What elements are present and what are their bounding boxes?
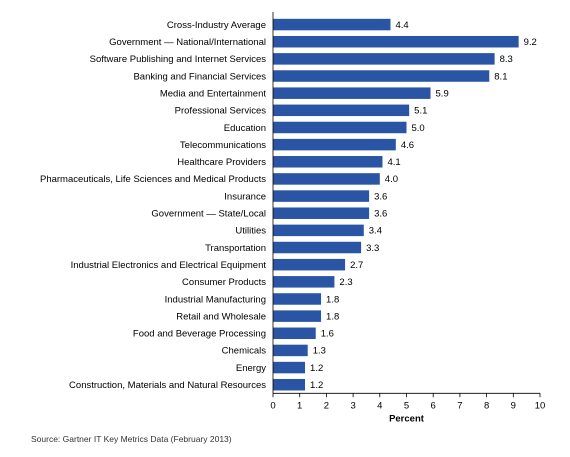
bar [273,361,306,374]
bar-chart: Cross-Industry Average 4.4 Government — Na… [40,12,546,424]
value-label: 3.4 [369,226,382,237]
x-tick-label: 2 [324,400,329,411]
value-label: 8.3 [500,54,513,65]
bar [273,378,306,391]
category-label: Consumer Products [182,277,266,288]
category-label: Chemicals [222,346,267,357]
x-tick-label: 1 [297,400,302,411]
bar [273,156,383,168]
category-label: Insurance [224,191,266,202]
value-label: 1.2 [310,380,323,391]
value-label: 3.3 [366,243,379,254]
category-label: Government — National/International [109,37,266,48]
x-tick-label: 0 [270,400,275,411]
x-tick-label: 7 [457,400,462,411]
value-label: 4.1 [387,157,400,168]
bar [273,35,519,48]
x-axis-title: Percent [389,413,425,424]
bar [273,104,410,117]
x-tick-label: 10 [535,400,546,411]
bar [273,310,322,322]
bar [273,224,364,237]
category-label: Government — State/Local [151,209,266,220]
bar [273,344,308,357]
category-label: Food and Beverage Processing [133,329,266,340]
bar [273,207,370,219]
value-label: 2.3 [339,277,352,288]
bar [273,121,407,134]
category-label: Telecommunications [180,140,266,151]
x-tick-label: 4 [377,400,382,411]
bar [273,87,431,99]
category-label: Education [224,123,266,134]
x-tick-label: 6 [431,400,436,411]
value-label: 8.1 [494,71,507,82]
value-label: 3.6 [374,209,387,220]
value-label: 9.2 [524,37,537,48]
value-label: 1.2 [310,363,323,374]
category-label: Industrial Manufacturing [165,294,266,305]
category-label: Industrial Electronics and Electrical Eq… [71,260,267,271]
value-label: 4.0 [385,174,398,185]
category-label: Cross-Industry Average [167,20,266,31]
value-label: 1.8 [326,311,339,322]
bar [273,276,335,288]
bar [273,293,322,305]
bar [273,258,346,271]
bar [273,327,316,340]
value-label: 4.4 [395,20,408,31]
value-label: 1.3 [313,346,326,357]
category-label: Retail and Wholesale [176,311,266,322]
value-label: 5.9 [436,88,449,99]
x-tick-label: 8 [484,400,489,411]
bar [273,18,391,31]
value-label: 5.1 [414,106,427,117]
category-label: Pharmaceuticals, Life Sciences and Medic… [40,174,266,185]
category-label: Banking and Financial Services [133,71,266,82]
category-label: Healthcare Providers [177,157,266,168]
value-label: 3.6 [374,191,387,202]
bar [273,138,396,151]
value-label: 1.6 [321,329,334,340]
x-tick-label: 9 [511,400,516,411]
category-label: Utilities [235,226,266,237]
category-label: Construction, Materials and Natural Reso… [69,380,266,391]
bar [273,241,362,254]
value-label: 5.0 [412,123,425,134]
value-label: 1.8 [326,294,339,305]
category-label: Energy [236,363,266,374]
bar [273,190,370,202]
value-label: 4.6 [401,140,414,151]
category-label: Professional Services [175,106,267,117]
value-label: 2.7 [350,260,363,271]
x-tick-label: 5 [404,400,409,411]
bar [273,173,380,185]
category-label: Media and Entertainment [160,88,267,99]
bar [273,70,490,82]
x-tick-label: 3 [350,400,355,411]
bar [273,53,495,65]
source-note: Source: Gartner IT Key Metrics Data (Feb… [31,434,232,444]
category-label: Transportation [205,243,266,254]
category-label: Software Publishing and Internet Service… [90,54,267,65]
